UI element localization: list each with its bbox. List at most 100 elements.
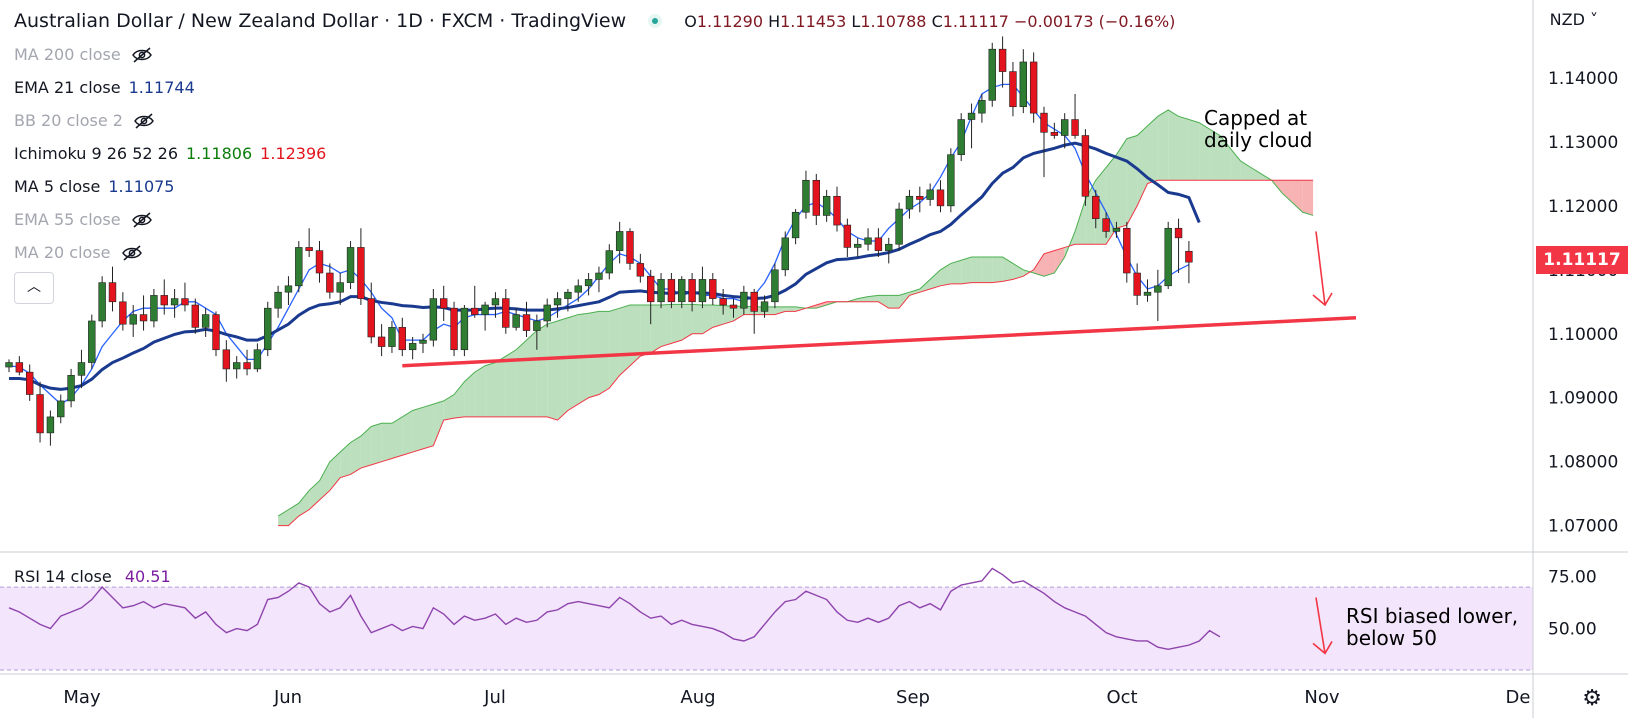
candle-body xyxy=(77,362,86,376)
cloud-segment xyxy=(630,304,641,366)
cloud-segment xyxy=(391,416,403,459)
candle-body xyxy=(1040,112,1048,133)
rsi-legend[interactable]: RSI 14 close 40.51 xyxy=(14,567,171,586)
cloud-annotation: Capped at daily cloud xyxy=(1204,106,1313,152)
candle-body xyxy=(305,247,313,251)
rsi-line xyxy=(8,567,1221,650)
indicator-row[interactable]: EMA 55 close xyxy=(14,210,153,232)
price-arrow-head xyxy=(1312,292,1333,307)
candle-body xyxy=(1071,119,1079,136)
candle-body xyxy=(398,327,406,351)
cloud-segment xyxy=(723,305,734,325)
candle-body xyxy=(357,247,365,299)
rsi-name: RSI 14 close xyxy=(14,567,112,586)
currency-selector[interactable]: NZD ˅ xyxy=(1549,10,1598,29)
time-tick-label: May xyxy=(63,687,101,708)
candle-body xyxy=(439,298,448,309)
indicator-row[interactable]: EMA 21 close 1.11744 xyxy=(14,78,195,97)
ema21-line xyxy=(9,141,1201,391)
cloud-segment xyxy=(298,490,310,517)
indicator-name: EMA 55 close xyxy=(14,210,121,229)
cloud-segment xyxy=(1282,180,1293,203)
candle-body xyxy=(36,394,44,434)
cloud-segment xyxy=(1188,119,1200,181)
cloud-segment xyxy=(1168,109,1179,181)
leading-span-a xyxy=(277,109,1314,517)
eye-hidden-icon[interactable] xyxy=(121,245,143,265)
cloud-segment xyxy=(816,301,827,309)
candle-body xyxy=(98,282,106,322)
candle-body xyxy=(605,250,614,274)
candle-body xyxy=(791,211,800,239)
cloud-segment xyxy=(485,362,496,417)
eye-hidden-icon[interactable] xyxy=(131,47,153,67)
cloud-segment xyxy=(536,324,548,417)
candle-body xyxy=(150,295,158,322)
indicator-row[interactable]: Ichimoku 9 26 52 26 1.11806 1.12396 xyxy=(14,144,326,163)
legend-collapse-button[interactable]: ︿ xyxy=(14,272,54,304)
cloud-segment xyxy=(495,356,506,417)
cloud-segment xyxy=(350,436,361,475)
candle-body xyxy=(729,304,738,309)
cloud-segment xyxy=(857,296,869,302)
candle-body xyxy=(471,307,479,315)
candle-body xyxy=(88,320,96,363)
candle-body xyxy=(998,48,1007,72)
cloud-segment xyxy=(505,349,517,417)
candle-body xyxy=(750,291,758,312)
low-key: L xyxy=(851,12,861,31)
indicator-row[interactable]: MA 200 close xyxy=(14,45,153,67)
cloud-segment xyxy=(1157,109,1169,181)
candle-body xyxy=(243,362,251,370)
candle-body xyxy=(1143,291,1152,296)
candle-body xyxy=(595,272,603,280)
candle-body xyxy=(1019,61,1028,108)
candle-body xyxy=(5,362,13,368)
candle-body xyxy=(564,291,572,299)
close-value: 1.11117 xyxy=(942,12,1009,31)
candle-body xyxy=(667,279,676,303)
candle-body xyxy=(916,195,924,200)
cloud-segment xyxy=(774,306,786,315)
candle-body xyxy=(201,314,210,328)
candle-body xyxy=(615,231,624,251)
indicator-row[interactable]: MA 20 close xyxy=(14,243,143,265)
cloud-segment xyxy=(340,442,351,478)
eye-hidden-icon[interactable] xyxy=(133,113,155,133)
cloud-segment xyxy=(619,304,630,376)
candle-body xyxy=(1123,227,1131,274)
candle-body xyxy=(936,189,945,207)
candle-body xyxy=(874,237,883,251)
indicator-row[interactable]: BB 20 close 2 xyxy=(14,111,155,133)
eye-hidden-icon[interactable] xyxy=(131,212,153,232)
cloud-segment xyxy=(919,279,931,293)
cloud-segment xyxy=(474,365,486,417)
candle-body xyxy=(57,400,65,418)
candle-body xyxy=(512,314,520,328)
indicator-name: Ichimoku 9 26 52 26 xyxy=(14,144,178,163)
price-tick-label: 1.10000 xyxy=(1548,325,1618,345)
candle-body xyxy=(802,179,810,213)
candle-body xyxy=(1050,132,1059,136)
time-tick-label: Sep xyxy=(896,687,930,708)
candle-body xyxy=(502,298,510,328)
cloud-segment xyxy=(329,452,341,491)
candle-body xyxy=(491,298,500,306)
high-value: 1.11453 xyxy=(780,12,847,31)
cloud-segment xyxy=(1219,135,1231,181)
cloud-segment xyxy=(443,394,455,421)
candle-body xyxy=(822,195,831,216)
symbol-title[interactable]: Australian Dollar / New Zealand Dollar ·… xyxy=(14,10,627,32)
cloud-segment xyxy=(1075,199,1086,245)
high-key: H xyxy=(768,12,781,31)
cloud-segment xyxy=(278,509,289,526)
indicator-row[interactable]: MA 5 close 1.11075 xyxy=(14,177,174,196)
candle-body xyxy=(1185,250,1193,263)
candle-body xyxy=(885,243,893,251)
candle-body xyxy=(429,298,438,341)
price-arrow xyxy=(1315,231,1326,306)
settings-gear-icon[interactable]: ⚙ xyxy=(1582,686,1602,711)
candle-body xyxy=(1029,61,1038,114)
